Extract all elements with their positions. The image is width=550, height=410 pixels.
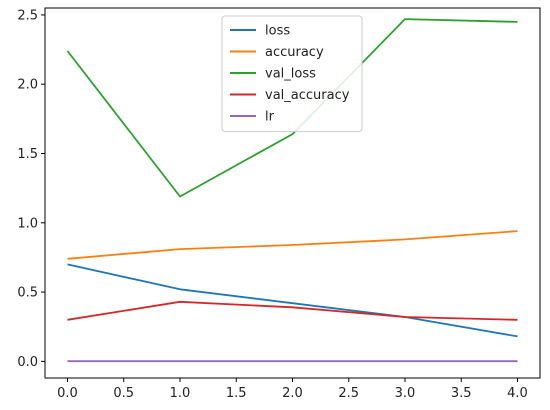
y-tick-label: 1.5 [17,147,38,162]
legend-label: accuracy [265,45,324,60]
y-tick-label: 2.5 [17,8,38,23]
plot-frame [44,7,541,379]
series-line-loss [67,263,518,338]
legend-label: val_loss [265,67,316,82]
y-tick-label: 1.0 [17,216,38,231]
series-line-val-accuracy [67,300,518,321]
y-tick-label: 0.0 [17,355,38,370]
x-tick-label: 2.5 [338,386,359,401]
y-axis: 0.0 0.5 1.0 1.5 2.0 2.5 [17,8,45,370]
series-line-val-loss [66,18,518,198]
x-tick-label: 3.0 [395,386,416,401]
x-tick-label: 0.0 [57,386,78,401]
y-tick-label: 0.5 [17,286,38,301]
legend-box [221,15,363,132]
x-tick-label: 4.0 [507,386,528,401]
legend-label: lr [265,110,275,125]
y-tick-label: 2.0 [17,78,38,93]
x-tick-label: 2.0 [282,386,303,401]
x-axis: 0.0 0.5 1.0 1.5 2.0 2.5 3.0 3.5 4.0 [57,378,528,401]
x-tick-label: 0.5 [113,386,134,401]
legend-label: loss [265,24,290,39]
legend-label: val_accuracy [265,88,350,103]
x-tick-label: 1.5 [226,386,247,401]
plot-lines [66,18,518,363]
x-tick-label: 1.0 [170,386,191,401]
x-tick-label: 3.5 [451,386,472,401]
series-line-accuracy [67,230,518,260]
